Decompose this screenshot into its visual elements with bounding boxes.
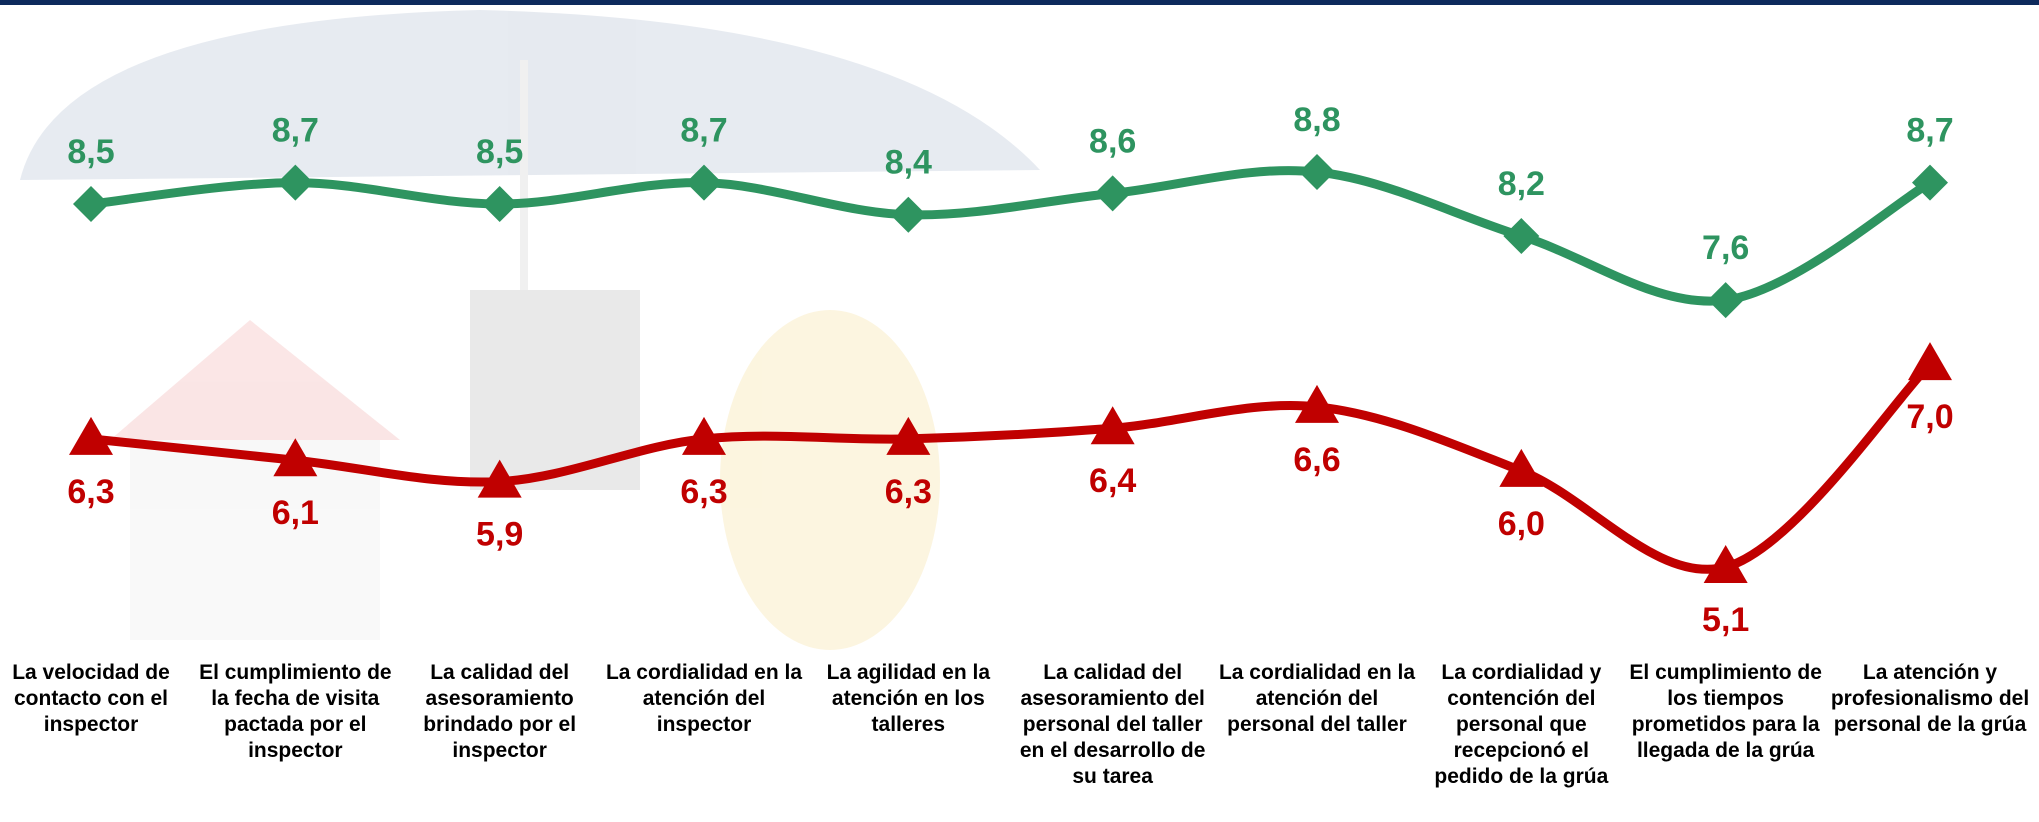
marker bbox=[890, 197, 926, 233]
x-tick-label: El cumplimiento de la fecha de visita pa… bbox=[193, 660, 397, 764]
chart: 8,5 8,7 8,5 8,7 8,4 8,6 8,8 8,2 7,6 8,7 6,3 6,1 5,9 6… bbox=[0, 0, 2039, 822]
data-label: 8,6 bbox=[1089, 122, 1136, 160]
data-label: 8,7 bbox=[1906, 112, 1953, 150]
data-label: 8,7 bbox=[680, 112, 727, 150]
data-label: 8,8 bbox=[1293, 101, 1340, 139]
x-tick-label: La agilidad en la atención en los taller… bbox=[806, 660, 1010, 738]
marker bbox=[1908, 342, 1952, 380]
data-label: 8,5 bbox=[67, 133, 114, 171]
x-tick-label: La calidad del asesoramiento brindado po… bbox=[398, 660, 602, 764]
data-label: 7,0 bbox=[1906, 398, 1953, 436]
data-label: 6,3 bbox=[67, 473, 114, 511]
data-label: 6,0 bbox=[1498, 505, 1545, 543]
marker bbox=[482, 186, 518, 222]
x-tick-label: La calidad del asesoramiento del persona… bbox=[1011, 660, 1215, 790]
background-illustration bbox=[20, 10, 1040, 650]
marker bbox=[1095, 175, 1131, 211]
marker bbox=[1708, 282, 1744, 318]
data-label: 7,6 bbox=[1702, 229, 1749, 267]
x-tick-label: La atención y profesionalismo del person… bbox=[1828, 660, 2032, 738]
data-label: 8,4 bbox=[885, 144, 932, 182]
data-label: 6,3 bbox=[885, 473, 932, 511]
data-label: 8,7 bbox=[272, 112, 319, 150]
data-label: 6,3 bbox=[680, 473, 727, 511]
marker bbox=[1503, 218, 1539, 254]
data-label: 6,1 bbox=[272, 494, 319, 532]
data-label: 6,4 bbox=[1089, 462, 1136, 500]
x-tick-label: La cordialidad en la atención del inspec… bbox=[602, 660, 806, 738]
x-tick-label: La cordialidad y contención del personal… bbox=[1419, 660, 1623, 790]
marker bbox=[69, 417, 113, 455]
data-label: 6,6 bbox=[1293, 441, 1340, 479]
data-label: 8,5 bbox=[476, 133, 523, 171]
marker bbox=[1299, 154, 1335, 190]
data-label: 5,1 bbox=[1702, 601, 1749, 639]
data-label: 5,9 bbox=[476, 516, 523, 554]
x-tick-label: El cumplimiento de los tiempos prometido… bbox=[1624, 660, 1828, 764]
x-tick-label: La velocidad de contacto con el inspecto… bbox=[0, 660, 193, 738]
x-tick-label: La cordialidad en la atención del person… bbox=[1215, 660, 1419, 738]
data-label: 8,2 bbox=[1498, 165, 1545, 203]
series-line bbox=[91, 171, 1930, 302]
marker bbox=[73, 186, 109, 222]
